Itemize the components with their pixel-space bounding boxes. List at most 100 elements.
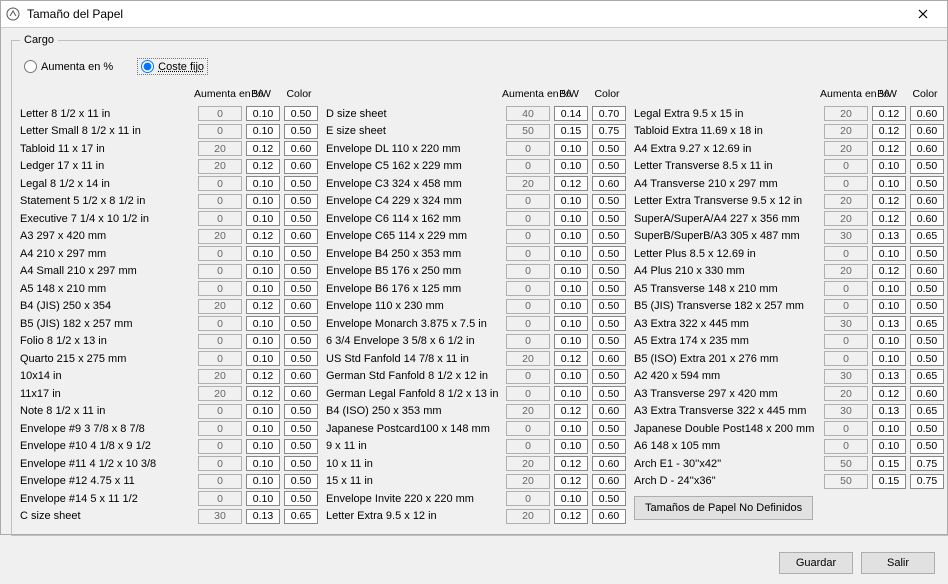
color-input[interactable]	[284, 281, 318, 296]
color-input[interactable]	[284, 334, 318, 349]
bw-input[interactable]	[554, 246, 588, 261]
bw-input[interactable]	[872, 474, 906, 489]
bw-input[interactable]	[246, 106, 280, 121]
bw-input[interactable]	[554, 369, 588, 384]
color-input[interactable]	[592, 386, 626, 401]
color-input[interactable]	[284, 106, 318, 121]
bw-input[interactable]	[246, 334, 280, 349]
bw-input[interactable]	[872, 141, 906, 156]
color-input[interactable]	[910, 421, 944, 436]
color-input[interactable]	[284, 264, 318, 279]
bw-input[interactable]	[246, 509, 280, 524]
bw-input[interactable]	[872, 334, 906, 349]
color-input[interactable]	[284, 351, 318, 366]
color-input[interactable]	[910, 386, 944, 401]
bw-input[interactable]	[554, 316, 588, 331]
bw-input[interactable]	[246, 351, 280, 366]
color-input[interactable]	[284, 369, 318, 384]
bw-input[interactable]	[872, 264, 906, 279]
bw-input[interactable]	[872, 229, 906, 244]
bw-input[interactable]	[246, 439, 280, 454]
color-input[interactable]	[592, 211, 626, 226]
bw-input[interactable]	[872, 106, 906, 121]
bw-input[interactable]	[246, 176, 280, 191]
bw-input[interactable]	[246, 159, 280, 174]
color-input[interactable]	[910, 316, 944, 331]
exit-button[interactable]: Salir	[861, 552, 935, 574]
color-input[interactable]	[284, 124, 318, 139]
color-input[interactable]	[284, 404, 318, 419]
color-input[interactable]	[910, 351, 944, 366]
bw-input[interactable]	[872, 351, 906, 366]
bw-input[interactable]	[554, 334, 588, 349]
color-input[interactable]	[592, 404, 626, 419]
bw-input[interactable]	[554, 159, 588, 174]
bw-input[interactable]	[246, 369, 280, 384]
color-input[interactable]	[910, 474, 944, 489]
radio-fixed-input[interactable]	[141, 60, 154, 73]
color-input[interactable]	[910, 194, 944, 209]
color-input[interactable]	[284, 141, 318, 156]
color-input[interactable]	[910, 299, 944, 314]
bw-input[interactable]	[246, 246, 280, 261]
color-input[interactable]	[284, 386, 318, 401]
bw-input[interactable]	[246, 124, 280, 139]
bw-input[interactable]	[872, 456, 906, 471]
color-input[interactable]	[284, 299, 318, 314]
bw-input[interactable]	[246, 211, 280, 226]
color-input[interactable]	[910, 281, 944, 296]
bw-input[interactable]	[554, 264, 588, 279]
bw-input[interactable]	[872, 176, 906, 191]
color-input[interactable]	[284, 176, 318, 191]
bw-input[interactable]	[554, 491, 588, 506]
bw-input[interactable]	[246, 299, 280, 314]
bw-input[interactable]	[554, 176, 588, 191]
color-input[interactable]	[910, 264, 944, 279]
color-input[interactable]	[910, 124, 944, 139]
bw-input[interactable]	[554, 421, 588, 436]
bw-input[interactable]	[554, 124, 588, 139]
close-button[interactable]	[903, 1, 943, 27]
bw-input[interactable]	[246, 229, 280, 244]
bw-input[interactable]	[872, 211, 906, 226]
bw-input[interactable]	[554, 211, 588, 226]
color-input[interactable]	[284, 159, 318, 174]
save-button[interactable]: Guardar	[779, 552, 853, 574]
bw-input[interactable]	[554, 351, 588, 366]
color-input[interactable]	[910, 246, 944, 261]
bw-input[interactable]	[554, 474, 588, 489]
bw-input[interactable]	[872, 421, 906, 436]
color-input[interactable]	[592, 456, 626, 471]
color-input[interactable]	[592, 299, 626, 314]
bw-input[interactable]	[246, 456, 280, 471]
bw-input[interactable]	[246, 141, 280, 156]
color-input[interactable]	[592, 141, 626, 156]
bw-input[interactable]	[872, 194, 906, 209]
color-input[interactable]	[284, 456, 318, 471]
bw-input[interactable]	[246, 474, 280, 489]
color-input[interactable]	[910, 176, 944, 191]
color-input[interactable]	[284, 474, 318, 489]
color-input[interactable]	[592, 491, 626, 506]
bw-input[interactable]	[872, 386, 906, 401]
color-input[interactable]	[592, 281, 626, 296]
bw-input[interactable]	[554, 194, 588, 209]
color-input[interactable]	[592, 474, 626, 489]
color-input[interactable]	[910, 404, 944, 419]
color-input[interactable]	[284, 509, 318, 524]
color-input[interactable]	[592, 106, 626, 121]
color-input[interactable]	[592, 159, 626, 174]
undefined-sizes-button[interactable]: Tamaños de Papel No Definidos	[634, 496, 813, 520]
color-input[interactable]	[284, 194, 318, 209]
color-input[interactable]	[284, 229, 318, 244]
bw-input[interactable]	[246, 194, 280, 209]
color-input[interactable]	[592, 176, 626, 191]
color-input[interactable]	[592, 264, 626, 279]
bw-input[interactable]	[554, 106, 588, 121]
color-input[interactable]	[592, 351, 626, 366]
color-input[interactable]	[592, 421, 626, 436]
bw-input[interactable]	[246, 264, 280, 279]
color-input[interactable]	[284, 246, 318, 261]
color-input[interactable]	[910, 229, 944, 244]
bw-input[interactable]	[872, 124, 906, 139]
